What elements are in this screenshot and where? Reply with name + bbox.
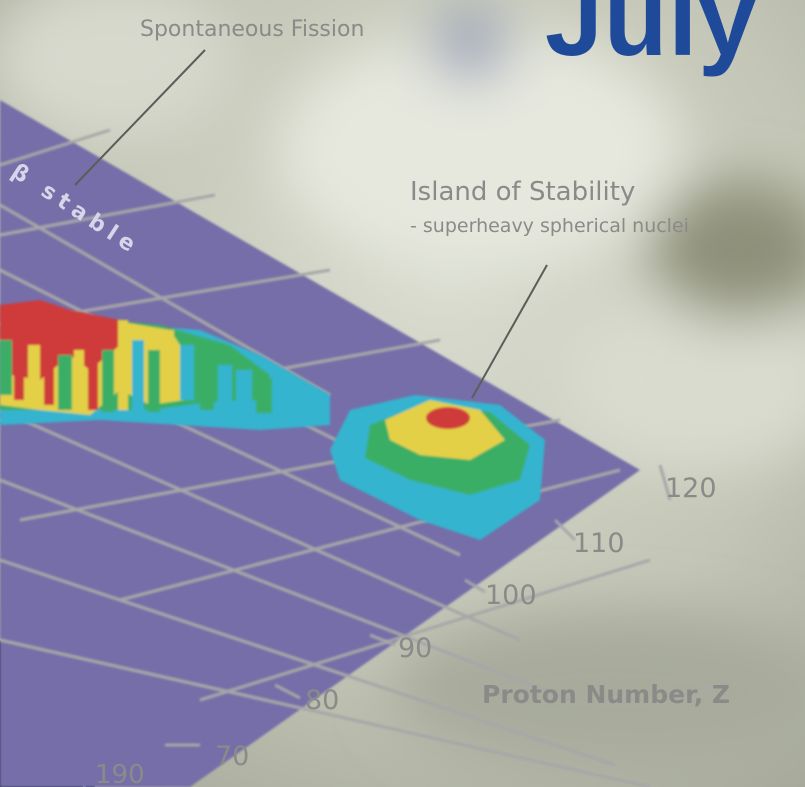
island-of-stability-label: Island of Stability (410, 177, 635, 207)
month-title: July (545, 0, 758, 78)
peninsula-bars (0, 320, 316, 420)
nuclide-bar (74, 350, 84, 410)
grid-line (0, 193, 216, 237)
nuclide-bar (118, 320, 128, 410)
nuclide-bar (0, 340, 12, 395)
nuclide-bar (236, 370, 252, 410)
grid-line (0, 638, 651, 787)
nuclide-bar (102, 350, 114, 412)
proton-tick (464, 578, 486, 594)
proton-axis-ticks (165, 464, 672, 747)
nuclide-bar (200, 360, 214, 410)
nuclide-bar (148, 350, 160, 412)
nuclei-peninsula (0, 300, 330, 430)
background-clouds (0, 0, 805, 770)
nuclide-bar (218, 365, 232, 410)
nuclide-bar (28, 345, 40, 405)
nuclide-bar (180, 345, 194, 400)
grid-plane (0, 100, 640, 787)
proton-axis-title: Proton Number, Z (482, 680, 730, 709)
nuclide-bar (88, 330, 98, 410)
grid-line (0, 128, 111, 167)
nuclide-bar (14, 330, 24, 400)
proton-tick-label: 110 (573, 528, 625, 559)
proton-tick-label: 120 (665, 473, 717, 504)
neutron-tick-label: 190 (95, 760, 145, 787)
proton-tick (553, 518, 577, 542)
island-yellow-level (385, 400, 505, 460)
grid-line (0, 408, 521, 642)
fission-leader-line (74, 49, 206, 186)
proton-tick (369, 633, 396, 647)
nuclide-bar (132, 340, 144, 410)
grid-line (0, 558, 616, 767)
grid-line (0, 478, 571, 702)
nuclide-bar (276, 388, 294, 418)
proton-tick-label: 100 (485, 580, 537, 611)
grid-line (0, 203, 331, 397)
grid-line (199, 558, 651, 702)
island-leader-line (471, 264, 548, 399)
spontaneous-fission-label: Spontaneous Fission (140, 17, 364, 42)
nuclide-bar (298, 398, 316, 420)
proton-tick-label: 80 (305, 685, 339, 716)
nuclide-bar (44, 335, 54, 405)
proton-tick-label: 90 (398, 633, 432, 664)
nuclide-bar (164, 330, 174, 400)
island-red-core (426, 407, 470, 429)
nuclide-bar (58, 355, 72, 410)
proton-tick (658, 464, 672, 501)
proton-tick-label: 70 (215, 741, 249, 772)
nuclide-bar (256, 378, 272, 413)
proton-tick-labels: 120 110 100 90 80 70 (215, 473, 717, 772)
proton-tick (274, 683, 301, 700)
island-of-stability (330, 395, 545, 540)
island-subtitle-label: - superheavy spherical nuclei (410, 215, 689, 237)
